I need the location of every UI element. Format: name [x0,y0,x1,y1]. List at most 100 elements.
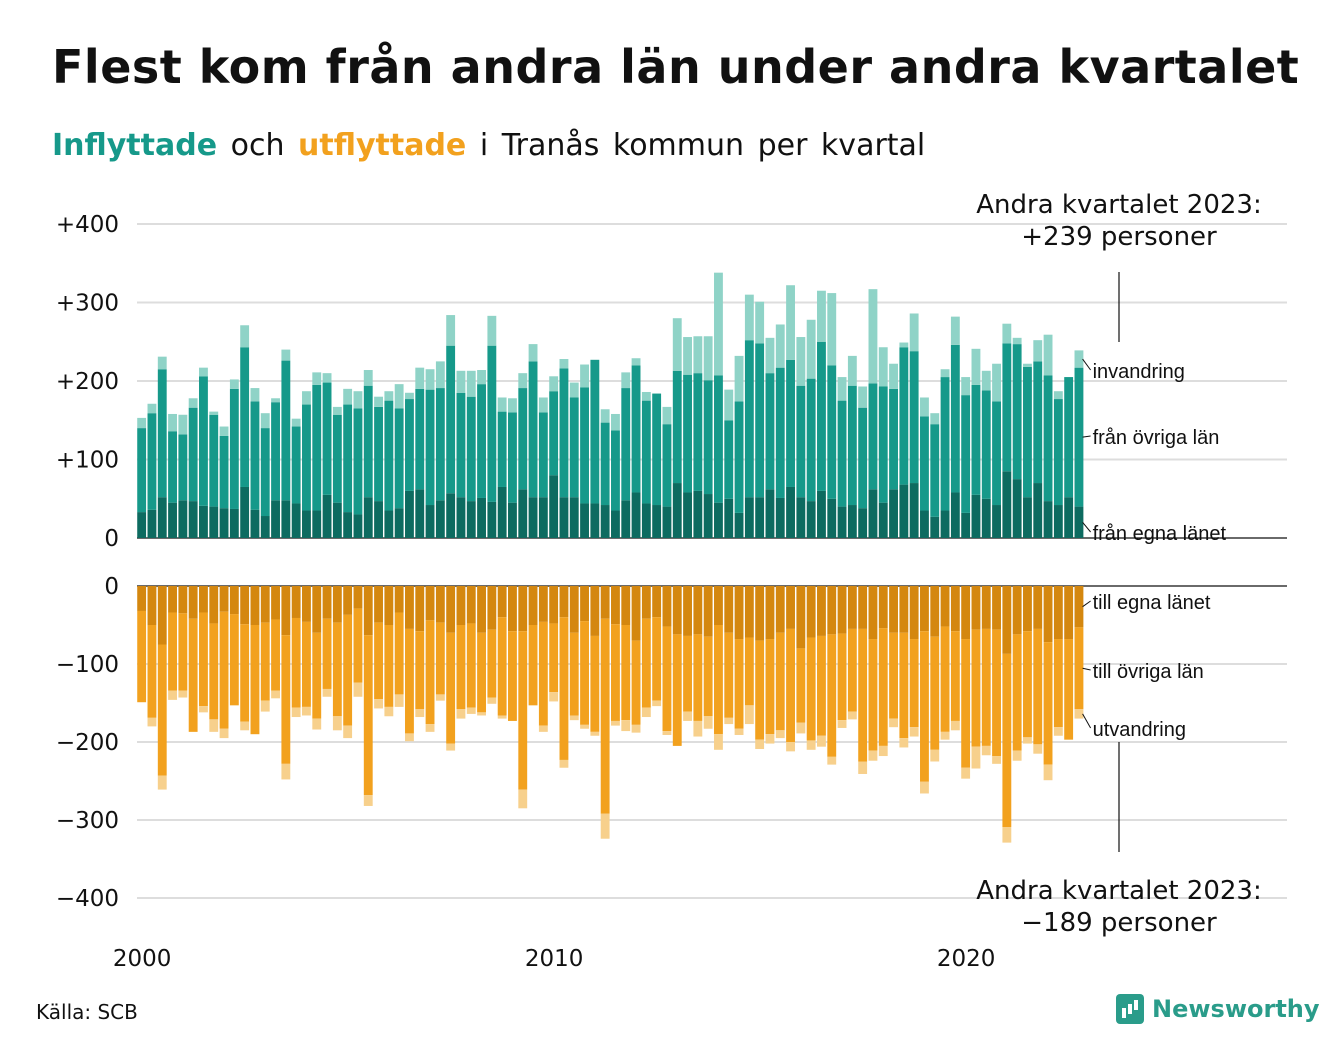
bar-out-other [765,639,775,735]
bar-in-own [765,489,775,538]
bar-out-emig [817,735,826,747]
y-tick-label-bottom: −100 [56,652,119,678]
bar-in-immig [384,391,394,401]
bar-out-own [878,586,888,629]
bar-in-other [889,388,898,490]
bar-out-other [755,640,765,740]
bar-out-emig [1043,764,1053,781]
bar-out-emig [394,694,404,707]
source-note: Källa: SCB [36,1000,138,1024]
bar-in-other [569,397,579,498]
bar-out-own [744,586,754,638]
bar-out-other [384,625,394,707]
bar-in-own [580,503,589,538]
bar-out-emig [950,720,960,731]
bar-in-immig [950,316,960,345]
bar-out-other [487,629,497,698]
bar-in-own [652,505,662,538]
bar-in-other [415,388,425,490]
bar-in-other [199,376,208,506]
bar-in-own [1064,497,1074,538]
bar-in-immig [1033,340,1043,362]
bar-out-own [631,586,641,641]
bar-out-emig [714,734,723,750]
bar-out-own [147,586,157,625]
bar-out-other [302,621,311,707]
bar-in-own [590,503,600,538]
bar-in-other [456,392,466,498]
bar-in-immig [569,382,579,398]
bar-in-immig [229,379,239,389]
bar-out-own [765,586,775,640]
bar-out-own [487,586,497,630]
bar-out-emig [662,731,672,735]
bar-out-emig [343,725,353,739]
bar-out-own [672,586,682,635]
bar-out-other [240,624,250,722]
y-tick-label-bottom: 0 [104,574,119,600]
bar-out-own [981,586,991,629]
bar-in-own [312,510,322,538]
bar-out-own [312,586,322,633]
bar-in-other [1043,375,1053,502]
bar-out-own [1043,586,1053,643]
bar-in-own [538,497,548,538]
bar-out-other [724,632,734,718]
bar-out-own [415,586,425,632]
bar-out-own [168,586,177,613]
bar-in-immig [188,398,198,408]
bar-in-immig [374,396,383,407]
bar-out-emig [271,690,280,699]
x-tick-label: 2000 [113,946,172,972]
bar-in-immig [796,337,806,386]
bar-in-immig [178,414,188,435]
bar-out-emig [1023,737,1032,744]
bar-in-immig [456,370,466,393]
bar-out-emig [909,727,919,737]
bar-out-emig [281,763,291,780]
bar-out-other [260,622,270,701]
bar-in-other [940,377,950,511]
bar-out-own [209,586,219,624]
bar-out-emig [641,707,651,718]
bar-in-other [157,369,167,498]
bar-out-other [878,628,888,746]
bar-in-other [734,401,744,513]
bar-in-immig [662,406,672,425]
bar-out-other [580,621,589,725]
bar-in-own [240,486,250,538]
bar-in-own [755,497,765,538]
bar-in-own [961,512,971,538]
bar-out-own [199,586,208,613]
bar-out-own [538,586,548,622]
bar-in-immig [600,409,610,423]
bar-out-emig [611,720,620,726]
bar-out-own [353,586,363,609]
bar-out-other [435,622,445,695]
bar-out-own [806,586,816,638]
bar-in-other [724,420,734,499]
bar-in-other [775,367,785,498]
bar-in-other [353,408,363,515]
bar-out-own [724,586,734,633]
bar-out-own [961,586,971,640]
brand-logo: Newsworthy [1116,994,1320,1024]
bar-in-other [631,365,641,493]
bar-in-immig [538,397,548,413]
bar-in-other [981,390,991,499]
bar-out-emig [868,750,878,761]
bar-out-emig [477,712,486,716]
bar-out-own [1064,586,1074,640]
newsworthy-logo-icon [1116,994,1144,1024]
bar-in-other [446,345,456,494]
bar-out-emig [847,711,857,720]
bar-in-immig [909,313,919,352]
bar-out-other [199,612,208,707]
bar-in-other [405,399,414,491]
bar-in-immig [827,293,837,366]
callout-bottom-line: Andra kvartalet 2023: [976,876,1261,906]
bar-in-own [508,502,517,538]
bar-out-emig [446,743,456,751]
bar-in-immig [157,356,167,370]
y-tick-label-bottom: −400 [56,886,119,912]
